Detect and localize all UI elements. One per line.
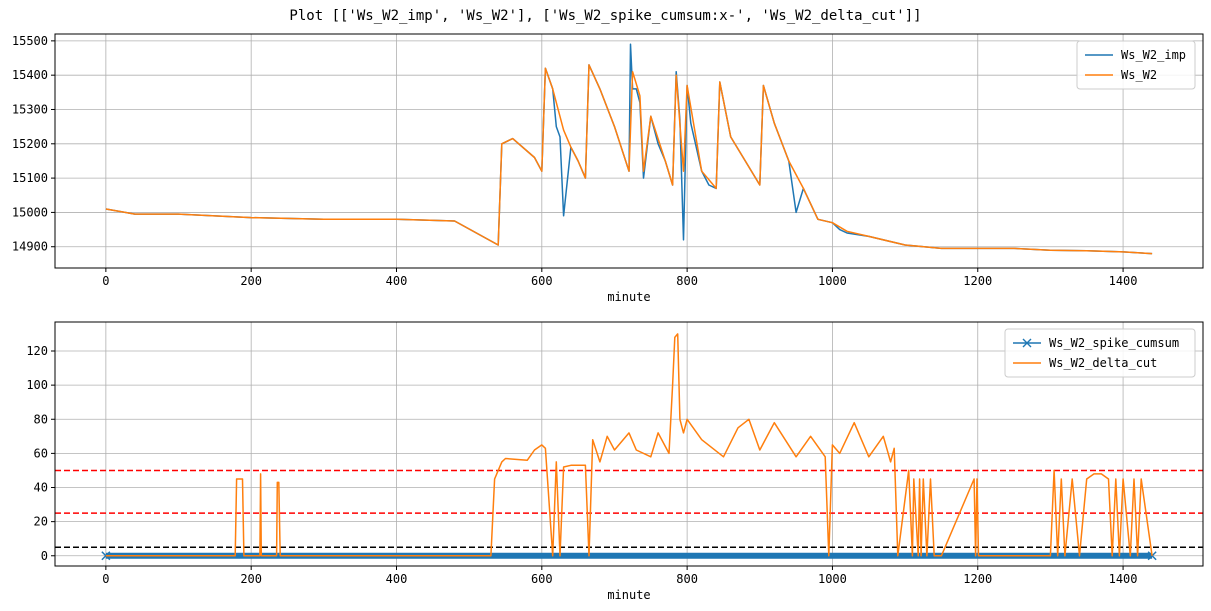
series-line-Ws_W2_imp [105,43,1153,255]
plot-area [55,333,1203,561]
y-tick-label: 100 [26,378,48,392]
x-tick-label: 600 [531,572,553,586]
y-tick-label: 40 [34,481,48,495]
x-tick: 600 [531,268,553,288]
x-tick-label: 0 [102,572,109,586]
y-tick-label: 120 [26,344,48,358]
series-line-Ws_W2 [105,64,1153,255]
y-tick-label: 60 [34,446,48,460]
legend-box [1076,40,1196,90]
y-tick-label: 14900 [12,240,48,254]
x-tick: 1200 [963,566,992,586]
x-tick-label: 800 [676,572,698,586]
y-tick-label: 15500 [12,34,48,48]
figure-title: Plot [['Ws_W2_imp', 'Ws_W2'], ['Ws_W2_sp… [289,8,922,24]
x-tick: 800 [676,566,698,586]
y-tick: 15100 [12,171,55,185]
legend-box [1004,328,1196,378]
bottom-panel: 0 200 400 600 800 1000 1200 1400 0 20 40 60 80 100 120… [26,321,1204,602]
x-tick-label: 800 [676,274,698,288]
y-tick: 20 [34,515,55,529]
x-tick-label: 400 [386,274,408,288]
x-tick: 200 [240,268,262,288]
x-tick-label: 1200 [963,274,992,288]
y-tick-label: 15300 [12,102,48,116]
x-tick-label: 200 [240,274,262,288]
plot-area [105,43,1153,255]
x-tick-label: 600 [531,274,553,288]
axes-frame [54,321,1204,567]
x-tick-label: 1400 [1109,274,1138,288]
x-tick: 600 [531,566,553,586]
x-tick: 0 [102,268,109,288]
legend-label: Ws_W2_imp [1121,48,1186,62]
x-tick-label: 0 [102,274,109,288]
series-marker [101,551,111,561]
x-tick: 1000 [818,566,847,586]
x-tick-label: 1400 [1109,572,1138,586]
x-tick: 1000 [818,268,847,288]
x-axis-label: minute [607,588,650,602]
legend-label: Ws_W2_delta_cut [1049,356,1157,370]
x-tick: 1400 [1109,566,1138,586]
legend-label: Ws_W2_spike_cumsum [1049,336,1179,350]
y-tick-label: 80 [34,412,48,426]
x-axis-label: minute [607,290,650,304]
legend-label: Ws_W2 [1121,68,1157,82]
y-tick-label: 0 [41,549,48,563]
y-tick: 15300 [12,102,55,116]
y-tick-label: 20 [34,515,48,529]
x-tick: 400 [386,566,408,586]
y-tick-label: 15200 [12,137,48,151]
x-tick: 200 [240,566,262,586]
x-tick-label: 1000 [818,274,847,288]
legend: Ws_W2_imp Ws_W2 [1076,40,1196,90]
y-tick: 40 [34,481,55,495]
y-tick-label: 15000 [12,205,48,219]
x-tick: 0 [102,566,109,586]
y-tick: 15200 [12,137,55,151]
x-tick-label: 200 [240,572,262,586]
x-tick: 1400 [1109,268,1138,288]
x-tick-label: 400 [386,572,408,586]
y-tick: 15500 [12,34,55,48]
y-tick: 120 [26,344,55,358]
y-tick: 100 [26,378,55,392]
y-tick-label: 15100 [12,171,48,185]
x-tick-label: 1200 [963,572,992,586]
y-tick: 14900 [12,240,55,254]
x-tick: 1200 [963,268,992,288]
x-tick: 800 [676,268,698,288]
legend: Ws_W2_spike_cumsum Ws_W2_delta_cut [1004,328,1196,378]
y-tick: 15400 [12,68,55,82]
y-tick: 0 [41,549,55,563]
top-panel: 0 200 400 600 800 1000 1200 1400 14900 15000 15100… [12,33,1204,304]
x-tick-label: 1000 [818,572,847,586]
y-tick: 80 [34,412,55,426]
axes-frame [54,33,1204,269]
x-tick: 400 [386,268,408,288]
y-tick: 60 [34,446,55,460]
series-line-Ws_W2_delta_cut [105,333,1153,557]
y-tick-label: 15400 [12,68,48,82]
y-tick: 15000 [12,205,55,219]
legend-marker [1022,338,1032,348]
